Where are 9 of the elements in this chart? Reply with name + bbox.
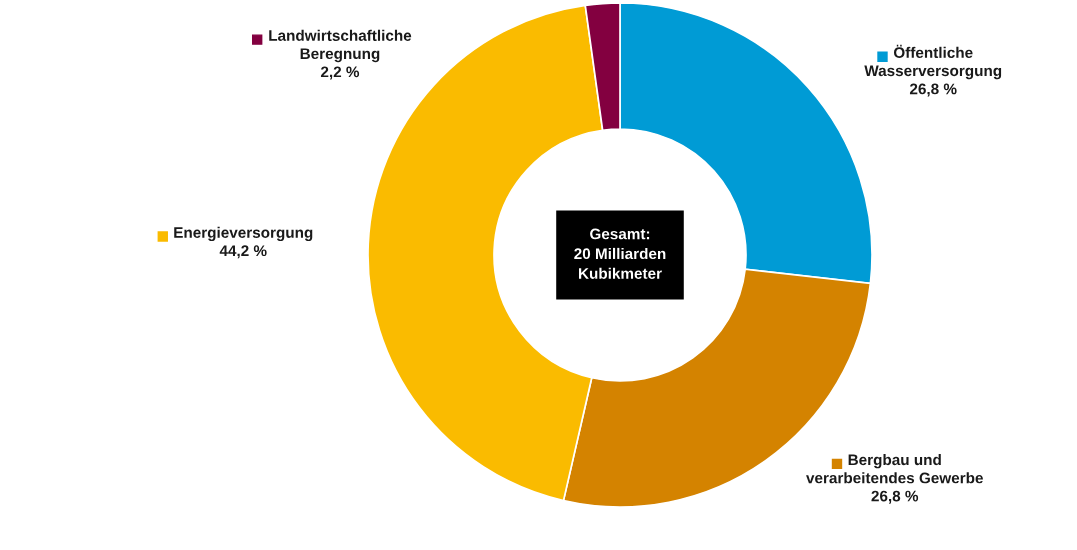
text: Gesamt: 20 Milliarden Kubikmeter [574, 228, 666, 279]
data-label: 2,2 % [320, 66, 360, 80]
legend-label: Bergbau und verarbeitendes Gewerbe [806, 453, 983, 484]
legend-label: Öffentliche Wasserversorgung [864, 44, 1002, 80]
data-label: 44,2 % [219, 245, 267, 259]
legend-label: Landwirtschaftliche Beregnung [269, 29, 412, 63]
legend-label: Energieversorgung [174, 226, 313, 242]
data-label: 26,8 % [871, 490, 919, 504]
data-label: 26,8 % [909, 83, 957, 97]
